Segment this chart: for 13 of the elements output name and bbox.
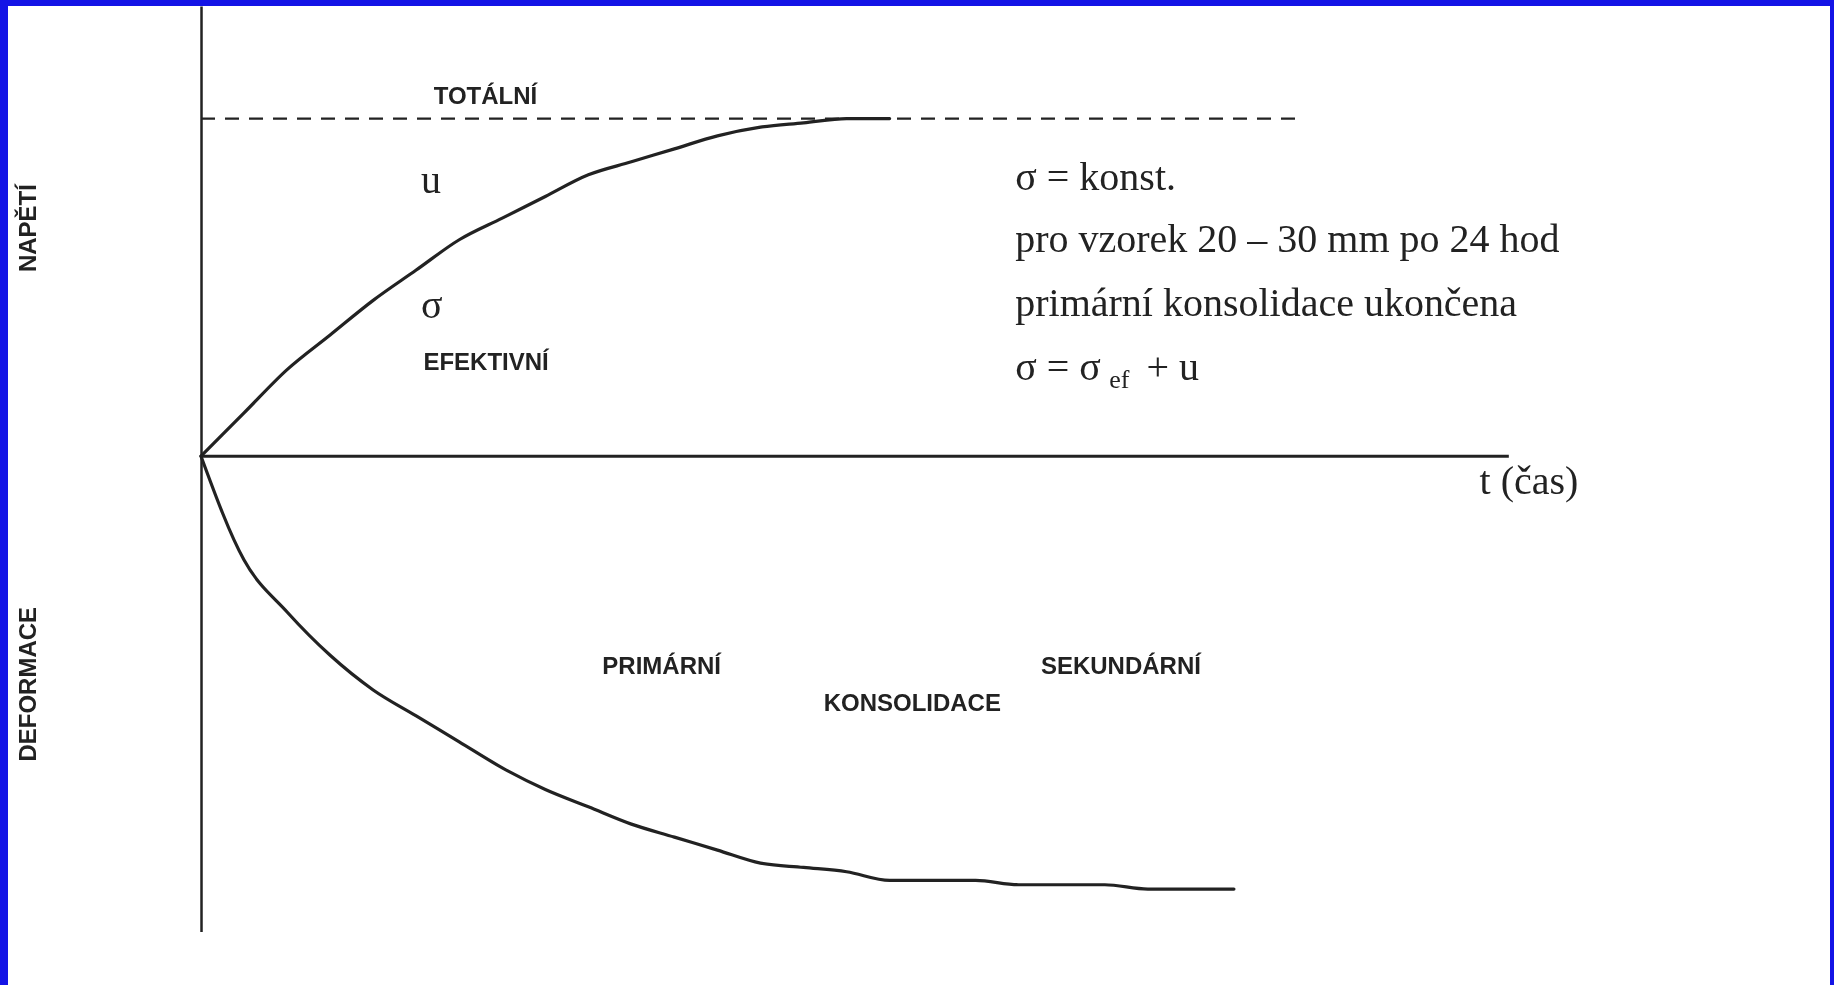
text: DEFORMACE: [14, 606, 42, 762]
text: t (čas): [1479, 457, 1579, 503]
annotation: SEKUNDÁRNÍ: [1040, 651, 1203, 679]
annotation: KONSOLIDACE: [823, 689, 1001, 717]
annotation: EFEKTIVNÍ: [423, 347, 551, 375]
text: NAPĚTÍ: [14, 182, 42, 273]
ref-line-label: TOTÁLNÍ: [433, 81, 539, 109]
annotation: pro vzorek 20 – 30 mm po 24 hod: [1015, 215, 1560, 261]
annotation: σ = konst.: [1015, 153, 1176, 199]
annotation: primární konsolidace ukončena: [1015, 280, 1518, 326]
annotation: u: [421, 157, 442, 203]
annotation: σ: [421, 282, 443, 328]
annotation: PRIMÁRNÍ: [602, 651, 723, 679]
